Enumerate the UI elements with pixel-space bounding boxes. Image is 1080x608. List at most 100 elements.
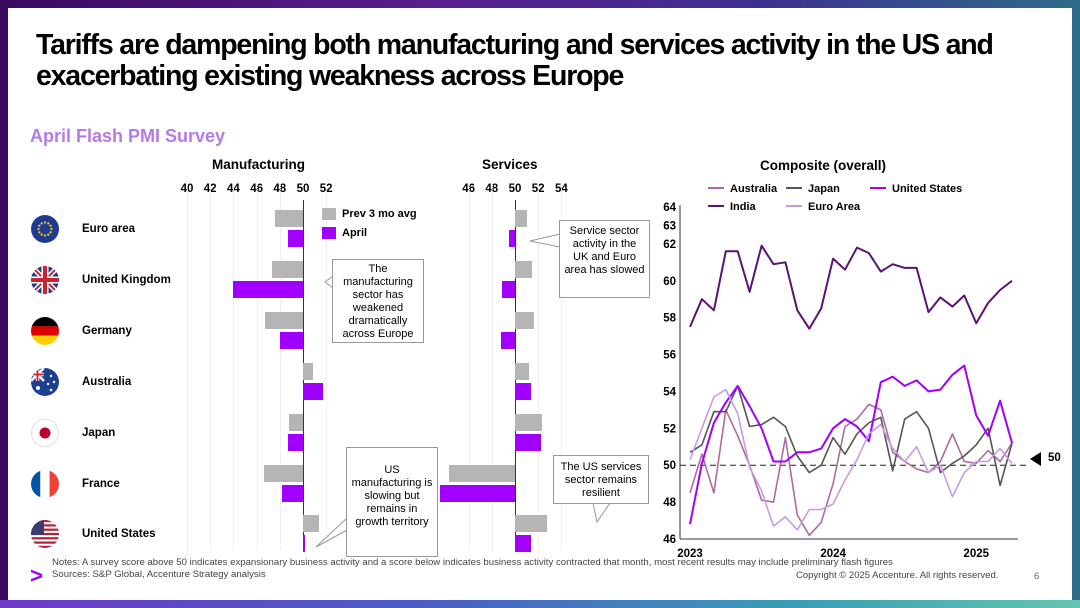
legend-april-swatch: [322, 227, 336, 239]
chart-subtitle: April Flash PMI Survey: [30, 126, 226, 146]
services-bar-april: [509, 230, 515, 247]
composite-x-tick-label: 2025: [963, 548, 989, 558]
manufacturing-bar-april: [279, 332, 303, 349]
manufacturing-bar-april: [282, 485, 303, 502]
services-bar-april: [515, 434, 541, 451]
manufacturing-bar-prev: [289, 414, 303, 431]
services-bar-prev: [515, 414, 542, 431]
legend-label: India: [730, 201, 757, 213]
country-label: United States: [82, 528, 156, 540]
france-flag-icon: [31, 470, 59, 498]
series-line-japan: [689, 385, 1013, 487]
composite-y-tick-label: 64: [663, 202, 676, 214]
services-bar-prev: [448, 465, 515, 482]
copyright: Copyright © 2025 Accenture. All rights r…: [796, 570, 999, 581]
legend-label: Euro Area: [808, 201, 861, 213]
legend-april-label: April: [342, 227, 368, 239]
services-bar-prev: [515, 312, 534, 329]
services-panel-title: Services: [482, 157, 538, 172]
composite-y-tick-label: 48: [663, 497, 676, 509]
manufacturing-gridline: [187, 185, 188, 550]
services-bar-prev: [515, 210, 527, 227]
composite-y-tick-label: 56: [663, 350, 676, 362]
legend-prev-label: Prev 3 mo avg: [342, 208, 417, 220]
manufacturing-gridline: [279, 185, 281, 550]
sources-text: Sources: S&P Global, Accenture Strategy …: [52, 569, 266, 580]
services-bar-april: [501, 332, 515, 349]
manufacturing-bar-april: [303, 535, 306, 552]
services-gridline: [561, 185, 563, 550]
composite-y-tick-label: 60: [663, 276, 676, 288]
composite-x-tick-label: 2024: [820, 548, 846, 558]
country-label: Japan: [82, 427, 116, 439]
services-bar-april: [515, 535, 532, 552]
composite-y-tick-label: 63: [663, 220, 676, 232]
callout-manufacturing-us: US manufacturing is slowing but remains …: [346, 447, 438, 557]
japan-flag-icon: [31, 419, 59, 447]
series-line-united-states: [689, 364, 1013, 525]
services-gridline: [491, 185, 493, 550]
composite-y-tick-label: 62: [663, 239, 676, 251]
manufacturing-gridline: [233, 185, 235, 550]
composite-y-tick-label: 50: [663, 460, 676, 472]
callout-services-us: The US services sector remains resilient: [553, 455, 649, 504]
services-bar-april: [439, 485, 515, 502]
composite-line-chart: 46 48 50 52 54 56 58 60 62 63 64 2023 2024 2025 Austra…: [663, 183, 1026, 558]
services-bar-prev: [515, 515, 548, 532]
manufacturing-bar-april: [287, 230, 303, 247]
composite-y-tick-label: 58: [663, 313, 676, 325]
services-gridline: [468, 185, 470, 550]
composite-y-tick-label: 52: [663, 423, 676, 435]
country-label: United Kingdom: [82, 274, 171, 286]
us-flag-icon: [31, 520, 59, 548]
slide-title: Tariffs are dampening both manufacturing…: [36, 29, 994, 92]
country-label: Germany: [82, 325, 132, 337]
composite-y-tick-label: 46: [663, 534, 676, 546]
notes-text: Notes: A survey score above 50 indicates…: [52, 557, 893, 568]
composite-panel-title: Composite (overall): [760, 158, 887, 173]
services-bar-prev: [515, 363, 529, 380]
legend-prev-swatch: [322, 208, 336, 220]
manufacturing-bar-prev: [271, 261, 303, 278]
manufacturing-bar-april: [287, 434, 303, 451]
accenture-logo: >: [30, 563, 43, 588]
legend-label: United States: [892, 183, 962, 195]
services-tick-label: 50: [508, 183, 522, 195]
footnotes: Notes: A survey score above 50 indicates…: [52, 557, 893, 581]
germany-flag-icon: [31, 317, 59, 345]
callout-services-europe: Service sector activity in the UK and Eu…: [559, 220, 650, 298]
manufacturing-bar-prev: [303, 515, 320, 532]
callout-manufacturing-europe: The manufacturing sector has weakened dr…: [332, 259, 424, 343]
services-bar-prev: [515, 261, 533, 278]
manufacturing-bar-prev: [275, 210, 303, 227]
eu-flag-icon: [31, 215, 59, 243]
australia-flag-icon: [31, 368, 59, 396]
bottom-gradient-strip: [0, 600, 1080, 608]
manufacturing-bar-april: [303, 383, 323, 400]
page-number: 6: [1034, 571, 1040, 582]
manufacturing-gridline: [256, 185, 258, 550]
country-label: France: [82, 478, 120, 490]
legend-label: Australia: [730, 183, 778, 195]
manufacturing-panel-title: Manufacturing: [212, 157, 305, 172]
legend-label: Japan: [808, 183, 840, 195]
marker-50-label: 50: [1048, 452, 1061, 464]
slide: Tariffs are dampening both manufacturing…: [8, 8, 1072, 600]
services-gridline: [538, 185, 540, 550]
country-label: Australia: [82, 376, 132, 388]
marker-50-arrow-icon: [1030, 452, 1041, 466]
manufacturing-tick-label: 50: [296, 183, 310, 195]
composite-y-tick-label: 54: [663, 386, 676, 398]
manufacturing-gridline: [210, 185, 212, 550]
manufacturing-gridline: [326, 185, 328, 550]
manufacturing-bar-prev: [303, 363, 314, 380]
series-line-india: [689, 244, 1013, 330]
manufacturing-bar-prev: [264, 312, 303, 329]
country-label: Euro area: [82, 223, 136, 235]
services-bar-april: [515, 383, 532, 400]
manufacturing-bar-april: [233, 281, 303, 298]
manufacturing-bar-prev: [263, 465, 303, 482]
services-bar-april: [502, 281, 515, 298]
